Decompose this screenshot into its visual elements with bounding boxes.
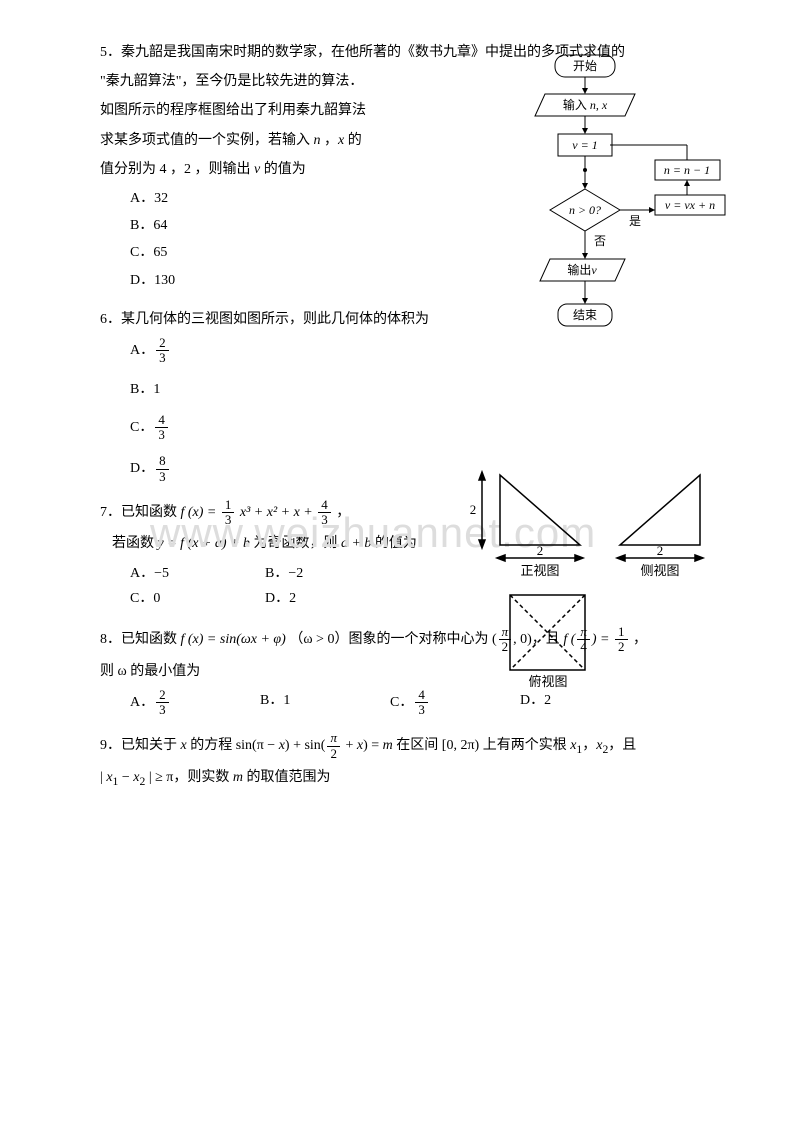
three-views-diagram: 2 2 2 正视图 侧视图 俯视图	[470, 470, 730, 690]
q8-optC: C．43	[390, 688, 520, 718]
flow-yes: 是	[629, 214, 641, 228]
question-9: 9．已知关于 x 的方程 sin(π − x) + sin(π2 + x) = …	[100, 731, 720, 791]
flow-v1: v = 1	[572, 138, 597, 152]
view-dim-h1: 2	[537, 543, 544, 558]
view-dim-v: 2	[470, 502, 476, 517]
side-view-label: 侧视图	[640, 563, 679, 578]
flow-out-label: 输出	[567, 262, 591, 277]
front-view-label: 正视图	[520, 563, 559, 578]
q7-optC: C．0	[130, 586, 265, 611]
q8-optD: D．2	[520, 688, 650, 718]
svg-text:输出v: 输出v	[567, 262, 597, 277]
flow-no: 否	[594, 234, 606, 248]
q8-optB: B．1	[260, 688, 390, 718]
svg-text:输入 n, x: 输入 n, x	[563, 97, 608, 112]
q6-optC: C．43	[130, 413, 720, 443]
q9-stem: 9．已知关于 x 的方程 sin(π − x) + sin(π2 + x) = …	[100, 731, 720, 761]
flow-start-text: 开始	[573, 59, 597, 73]
view-dim-h2: 2	[657, 543, 664, 558]
q7-optA: A．−5	[130, 561, 265, 586]
q8-optA: A．23	[130, 688, 260, 718]
flow-input-label: 输入	[563, 97, 587, 112]
flow-end: 结束	[573, 308, 597, 322]
top-view-label: 俯视图	[528, 674, 567, 689]
flow-nm1: n = n − 1	[664, 163, 710, 177]
flow-cond: n > 0?	[569, 203, 601, 217]
flowchart-diagram: 开始 输入 n, x v = 1 n = n − 1 v = vx + n n …	[500, 50, 730, 400]
flow-out-var: v	[591, 263, 597, 277]
q7-optB: B．−2	[265, 561, 400, 586]
flow-vxn: v = vx + n	[665, 198, 715, 212]
q9-line2: | x1 − x2 | ≥ π，则实数 m 的取值范围为	[100, 765, 720, 792]
q7-optD: D．2	[265, 586, 400, 611]
